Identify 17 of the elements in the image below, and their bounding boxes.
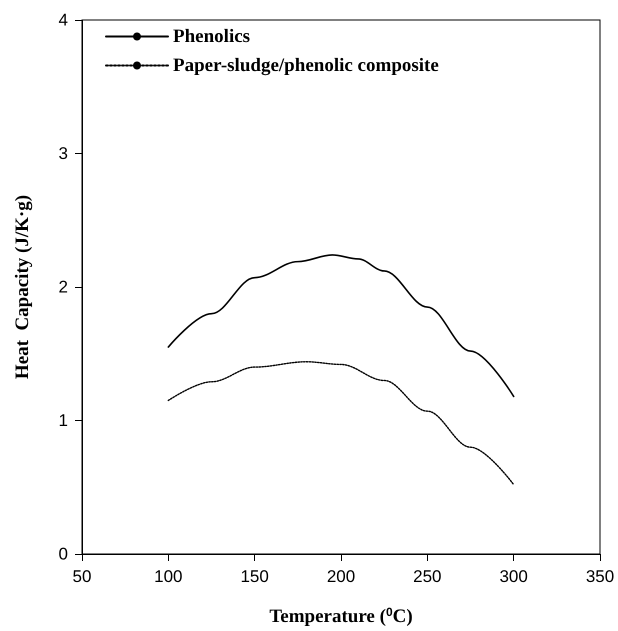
x-tick-label: 50 [72, 567, 92, 586]
y-tick-label: 2 [58, 278, 68, 296]
line-series [168, 254, 514, 398]
legend-label: Paper-sludge/phenolic composite [173, 55, 439, 76]
x-tick-label: 150 [240, 567, 269, 586]
x-tick-label: 200 [326, 567, 356, 586]
line-series [168, 361, 514, 486]
y-tick-label: 1 [58, 411, 68, 430]
x-tick-label: 100 [154, 567, 183, 586]
legend-label: Phenolics [173, 26, 250, 47]
y-tick-label: 3 [58, 144, 68, 163]
y-tick-label: 4 [58, 10, 68, 30]
x-tick-label: 350 [586, 567, 614, 586]
y-tick-label: 0 [58, 544, 68, 564]
x-tick-label: 300 [499, 567, 528, 586]
x-tick-label: 250 [413, 567, 442, 586]
y-axis-title: Heat Capacity (J/K·g) [12, 194, 33, 380]
